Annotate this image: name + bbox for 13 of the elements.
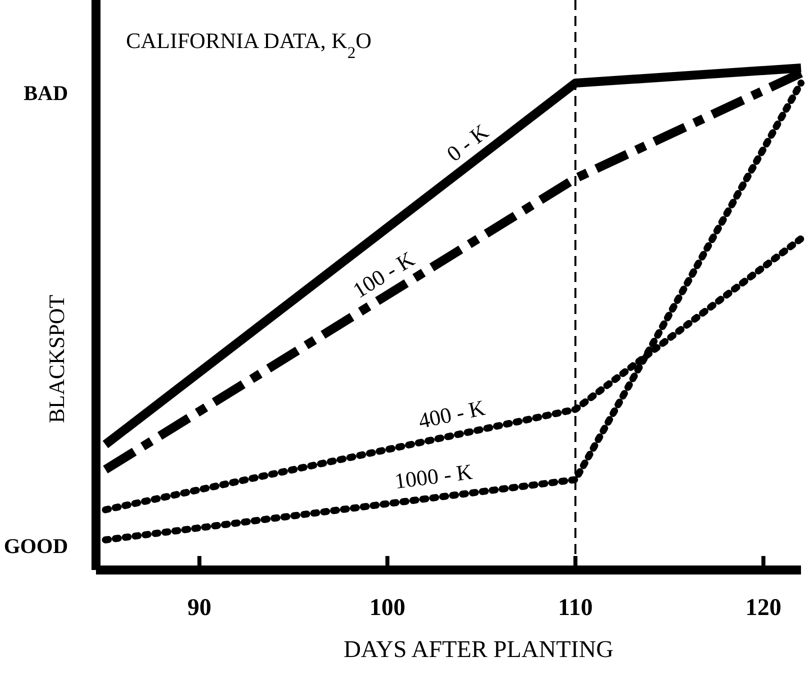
text: BAD <box>24 81 68 105</box>
text: 1000 - K <box>393 458 474 494</box>
text: 100 - K <box>348 246 419 303</box>
x-tick-label: 100 <box>369 595 406 621</box>
x-tick-label: 110 <box>558 595 593 621</box>
x-axis-title: DAYS AFTER PLANTING <box>344 637 614 663</box>
text: 0 - K <box>442 118 494 166</box>
text: 400 - K <box>416 394 488 434</box>
x-tick-label: 90 <box>187 595 212 621</box>
chart-title: CALIFORNIA DATA, K$_{2}$O <box>126 28 372 62</box>
x-tick-label: 120 <box>745 595 782 621</box>
text: GOOD <box>4 534 68 558</box>
y-axis-title: BLACKSPOT <box>44 294 69 424</box>
